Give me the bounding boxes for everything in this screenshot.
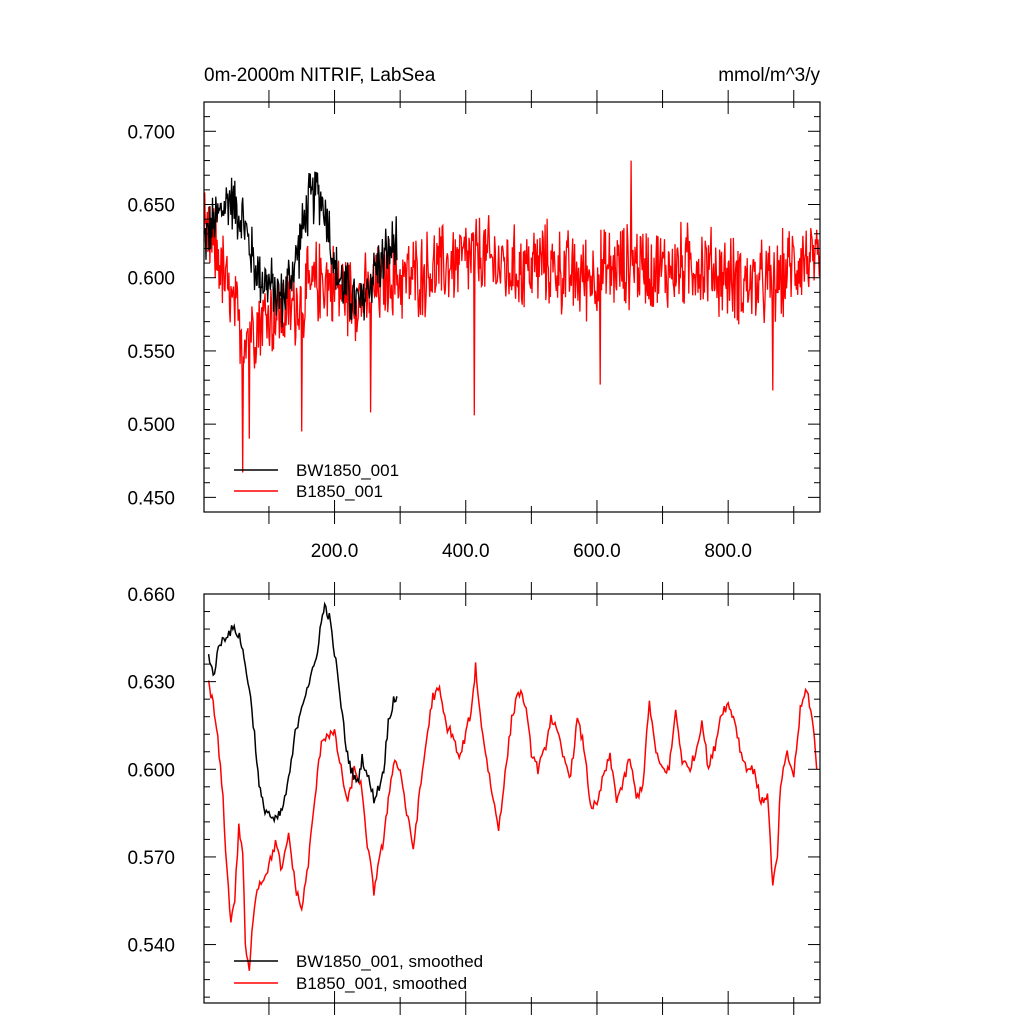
y-tick-label: 0.500 xyxy=(127,415,175,436)
bottom-series-layer xyxy=(207,601,818,971)
top-legend: BW1850_001 B1850_001 xyxy=(234,461,399,501)
units-label: mmol/m^3/y xyxy=(718,65,820,86)
y-tick-label: 0.660 xyxy=(127,585,175,606)
series-line-bw1850 xyxy=(204,171,398,328)
x-tick-label: 800.0 xyxy=(704,541,752,562)
x-tick-label: 200.0 xyxy=(311,541,359,562)
timeseries-panel-smoothed: 0.540 0.570 0.600 0.630 0.660 BW1850_001, sm… xyxy=(127,582,821,1015)
y-tick-label: 0.540 xyxy=(127,936,175,957)
series-line-b1850 xyxy=(204,160,820,473)
x-tick-label: 400.0 xyxy=(442,541,490,562)
y-tick-label: 0.650 xyxy=(127,196,175,217)
top-axes: 0.450 0.500 0.550 0.600 0.650 0.700 200.0 400.0… xyxy=(127,90,821,562)
series-line-bw1850-smoothed xyxy=(207,601,398,824)
legend-label-bw1850-smoothed: BW1850_001, smoothed xyxy=(296,952,483,971)
y-tick-label: 0.450 xyxy=(127,488,175,509)
chart-title: 0m-2000m NITRIF, LabSea xyxy=(204,65,436,86)
y-tick-label: 0.570 xyxy=(127,848,175,869)
timeseries-panel-raw: 0m-2000m NITRIF, LabSea mmol/m^3/y 0.450… xyxy=(127,65,821,562)
legend-label-b1850-smoothed: B1850_001, smoothed xyxy=(296,974,467,993)
series-line-b1850-smoothed xyxy=(207,662,818,971)
plot-frame xyxy=(203,593,821,1004)
y-tick-label: 0.630 xyxy=(127,673,175,694)
y-tick-label: 0.550 xyxy=(127,342,175,363)
y-tick-label: 0.700 xyxy=(127,122,175,143)
legend-label-bw1850: BW1850_001 xyxy=(296,461,399,480)
y-tick-label: 0.600 xyxy=(127,269,175,290)
x-tick-label: 600.0 xyxy=(573,541,621,562)
bottom-legend: BW1850_001, smoothed B1850_001, smoothed xyxy=(234,952,483,993)
legend-label-b1850: B1850_001 xyxy=(296,482,383,501)
y-tick-label: 0.600 xyxy=(127,760,175,781)
top-series-layer xyxy=(204,160,820,473)
bottom-axes: 0.540 0.570 0.600 0.630 0.660 xyxy=(127,582,821,1015)
